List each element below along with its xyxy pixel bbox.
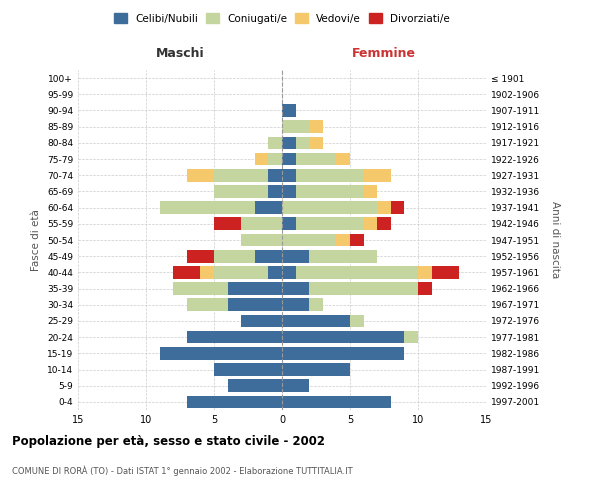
Bar bbox=[377, 218, 391, 230]
Bar bbox=[309, 282, 418, 295]
Bar bbox=[296, 185, 364, 198]
Bar bbox=[268, 169, 282, 181]
Bar bbox=[282, 298, 309, 311]
Bar bbox=[282, 347, 404, 360]
Bar bbox=[309, 120, 323, 133]
Bar bbox=[255, 202, 282, 214]
Bar bbox=[282, 218, 296, 230]
Bar bbox=[282, 169, 296, 181]
Bar bbox=[431, 266, 459, 278]
Text: Popolazione per età, sesso e stato civile - 2002: Popolazione per età, sesso e stato civil… bbox=[12, 435, 325, 448]
Bar bbox=[282, 282, 309, 295]
Bar bbox=[282, 380, 309, 392]
Bar bbox=[296, 218, 364, 230]
Bar bbox=[282, 250, 309, 262]
Bar bbox=[255, 152, 268, 166]
Bar bbox=[160, 347, 282, 360]
Bar bbox=[173, 282, 227, 295]
Bar bbox=[282, 266, 296, 278]
Bar bbox=[268, 136, 282, 149]
Bar bbox=[391, 202, 404, 214]
Bar bbox=[404, 331, 418, 344]
Bar bbox=[282, 136, 296, 149]
Bar bbox=[214, 363, 282, 376]
Bar bbox=[296, 152, 337, 166]
Bar bbox=[187, 331, 282, 344]
Bar bbox=[282, 120, 309, 133]
Bar bbox=[296, 136, 309, 149]
Bar bbox=[173, 266, 200, 278]
Bar bbox=[160, 202, 255, 214]
Bar bbox=[268, 152, 282, 166]
Bar bbox=[296, 169, 364, 181]
Bar bbox=[282, 234, 337, 246]
Bar bbox=[377, 202, 391, 214]
Bar bbox=[268, 266, 282, 278]
Bar bbox=[282, 152, 296, 166]
Text: Femmine: Femmine bbox=[352, 48, 416, 60]
Bar bbox=[337, 152, 350, 166]
Bar bbox=[282, 363, 350, 376]
Bar bbox=[241, 218, 282, 230]
Bar bbox=[350, 234, 364, 246]
Bar bbox=[350, 314, 364, 328]
Bar bbox=[282, 396, 391, 408]
Bar bbox=[268, 185, 282, 198]
Y-axis label: Fasce di età: Fasce di età bbox=[31, 209, 41, 271]
Bar bbox=[282, 185, 296, 198]
Bar bbox=[214, 185, 268, 198]
Bar bbox=[214, 266, 268, 278]
Text: Maschi: Maschi bbox=[155, 48, 205, 60]
Bar bbox=[418, 282, 431, 295]
Bar bbox=[296, 266, 418, 278]
Y-axis label: Anni di nascita: Anni di nascita bbox=[550, 202, 560, 278]
Text: COMUNE DI RORÀ (TO) - Dati ISTAT 1° gennaio 2002 - Elaborazione TUTTITALIA.IT: COMUNE DI RORÀ (TO) - Dati ISTAT 1° genn… bbox=[12, 465, 353, 475]
Bar bbox=[337, 234, 350, 246]
Bar bbox=[309, 298, 323, 311]
Bar bbox=[282, 202, 377, 214]
Bar bbox=[364, 185, 377, 198]
Bar bbox=[214, 169, 268, 181]
Bar bbox=[309, 250, 377, 262]
Bar bbox=[187, 169, 214, 181]
Bar bbox=[227, 282, 282, 295]
Bar bbox=[364, 218, 377, 230]
Bar bbox=[187, 298, 227, 311]
Bar bbox=[187, 250, 214, 262]
Bar bbox=[241, 314, 282, 328]
Bar bbox=[227, 298, 282, 311]
Bar bbox=[282, 314, 350, 328]
Legend: Celibi/Nubili, Coniugati/e, Vedovi/e, Divorziati/e: Celibi/Nubili, Coniugati/e, Vedovi/e, Di… bbox=[111, 10, 453, 26]
Bar bbox=[282, 331, 404, 344]
Bar bbox=[241, 234, 282, 246]
Bar bbox=[200, 266, 214, 278]
Bar bbox=[364, 169, 391, 181]
Bar bbox=[214, 218, 241, 230]
Bar bbox=[214, 250, 255, 262]
Bar bbox=[227, 380, 282, 392]
Bar bbox=[187, 396, 282, 408]
Bar bbox=[309, 136, 323, 149]
Bar bbox=[418, 266, 431, 278]
Bar bbox=[282, 104, 296, 117]
Bar bbox=[255, 250, 282, 262]
